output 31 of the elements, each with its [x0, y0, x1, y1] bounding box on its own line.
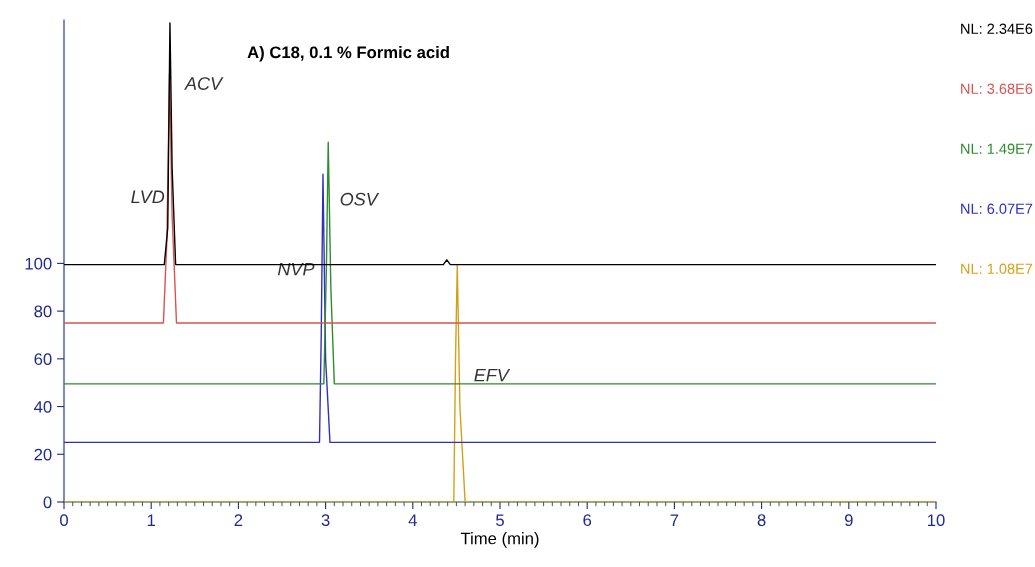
x-tick-label: 8 [757, 514, 766, 527]
y-tick-label: 60 [34, 353, 52, 366]
text: NL: 2.34E6 [961, 23, 1033, 34]
line-series [64, 173, 936, 444]
y-tick-label: 80 [34, 305, 52, 318]
x-tick-label: 2 [234, 514, 243, 526]
x-tick-label: 6 [583, 514, 592, 527]
line-series [64, 263, 936, 502]
annotation: EFV [474, 368, 511, 382]
x-tick-label: 3 [321, 514, 330, 527]
text: NL: 1.08E7 [961, 263, 1033, 274]
x-tick-label: 5 [496, 514, 504, 527]
annotation: OSV [340, 192, 380, 206]
y-tick-label: 40 [34, 400, 52, 413]
x-axis-title: Time (min) [460, 532, 539, 548]
x-tick-label: 1 [147, 514, 156, 526]
x-tick-label: 0 [60, 514, 68, 527]
x-tick-label: 10 [928, 514, 945, 527]
y-tick-label: 100 [25, 257, 52, 270]
annotation: LVD [131, 190, 165, 204]
x-tick-label: 9 [844, 514, 853, 527]
y-tick-label: 0 [43, 496, 52, 509]
text: NL: 1.49E7 [961, 143, 1033, 154]
y-tick-label: 20 [34, 448, 52, 461]
x-tick-label: 4 [408, 514, 417, 526]
text: NL: 3.68E6 [961, 83, 1033, 94]
line-series [64, 141, 936, 385]
text: NL: 6.07E7 [961, 203, 1033, 214]
annotation: ACV [184, 77, 224, 90]
text: A) C18, 0.1 % Formic acid [247, 45, 449, 62]
x-tick-label: 7 [670, 514, 679, 526]
